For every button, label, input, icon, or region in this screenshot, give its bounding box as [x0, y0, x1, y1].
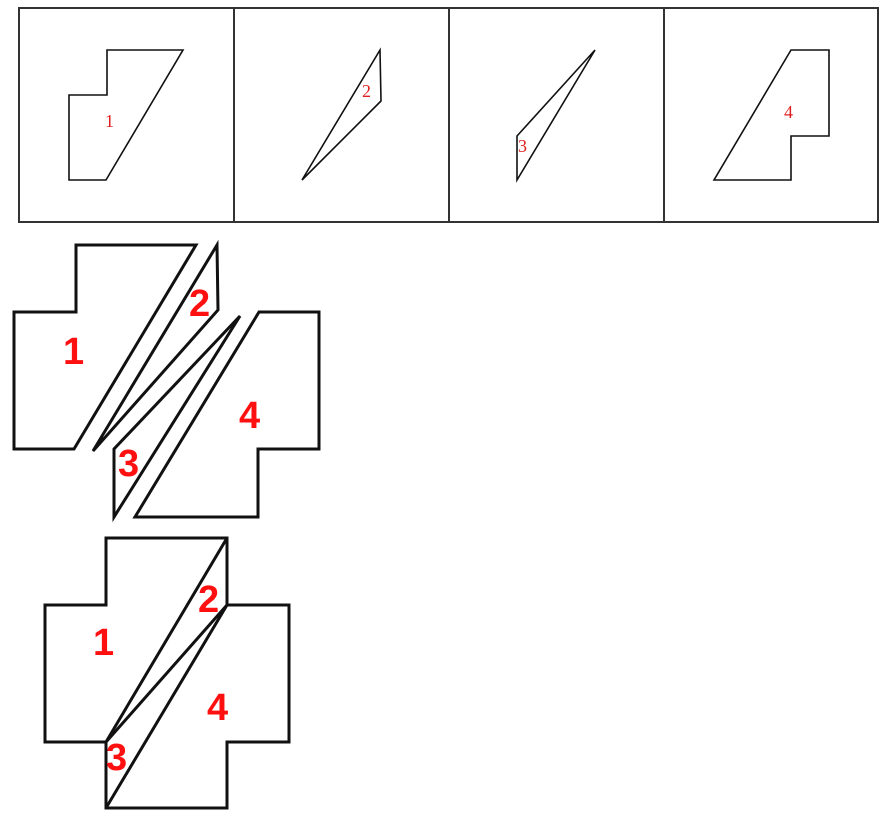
panel-piece-2: 2: [301, 47, 382, 181]
piece-panel-strip: 1 2 3 4: [18, 7, 879, 223]
cut-line-1-2: [104, 537, 229, 743]
exploded-piece-1: [12, 243, 199, 451]
assembled-label-4: 4: [207, 687, 228, 729]
piece-4-shape: [712, 49, 830, 181]
cut-line-2-3: [104, 604, 229, 743]
exploded-label-2: 2: [189, 283, 210, 325]
cut-line-3-4: [104, 604, 229, 809]
panel-piece-3: 3: [516, 49, 596, 183]
piece-2-label: 2: [362, 81, 371, 101]
assembled-label-3: 3: [106, 737, 127, 779]
piece-3-label: 3: [518, 136, 527, 156]
exploded-piece-3: [112, 314, 242, 523]
assembled-label-1: 1: [93, 622, 114, 664]
assembled-label-2: 2: [198, 579, 219, 621]
piece-3-shape: [516, 49, 596, 183]
piece-4-label: 4: [784, 102, 793, 122]
piece-1-label: 1: [105, 111, 114, 131]
exploded-label-1: 1: [63, 331, 84, 373]
panel-piece-4: 4: [712, 49, 830, 181]
assembled-cross: 1 2 3 4: [43, 536, 291, 810]
piece-2-shape: [301, 47, 382, 181]
exploded-arrangement: 1 2 3 4: [12, 239, 321, 523]
exploded-label-4: 4: [239, 395, 260, 437]
panel-piece-1: 1: [68, 49, 185, 181]
piece-1-shape: [68, 49, 185, 181]
exploded-piece-4: [132, 310, 321, 519]
exploded-label-3: 3: [118, 443, 139, 485]
exploded-piece-2: [91, 239, 220, 452]
